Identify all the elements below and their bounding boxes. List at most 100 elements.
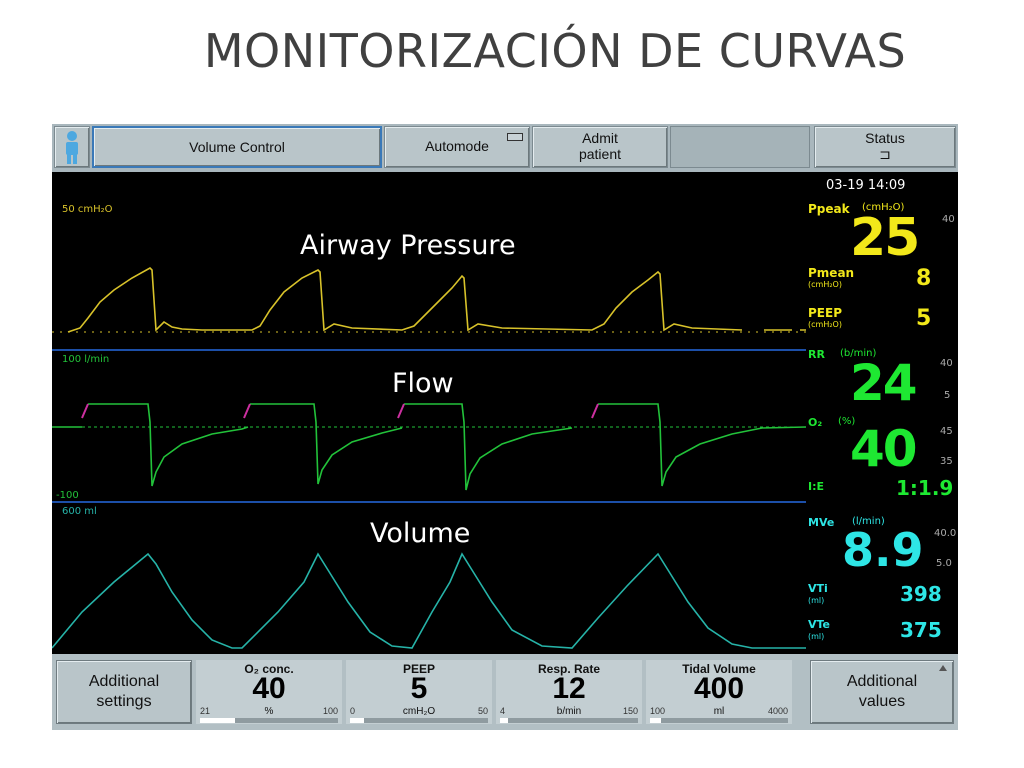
empty-toolbar-slot [670, 126, 810, 168]
pressure-scale: 50 cmH₂O [62, 204, 113, 215]
ppeak-unit: (cmH₂O) [862, 202, 905, 213]
status-icon: ⊐ [879, 146, 891, 162]
admit-patient-button[interactable]: Admit patient [532, 126, 668, 168]
automode-label: Automode [425, 138, 489, 154]
setting-level-fill [350, 718, 364, 723]
vte-value: 375 [900, 618, 942, 642]
ventilator-monitor: Volume Control Automode Admit patient St… [52, 124, 958, 730]
setting-level-fill [500, 718, 509, 723]
volume-waveform [52, 552, 806, 649]
slide-title: MONITORIZACIÓN DE CURVAS [203, 24, 907, 78]
flow-scale-bottom: -100 [56, 490, 79, 501]
flow-inspiration-markers [81, 403, 599, 419]
setting-resp-rate[interactable]: Resp. Rate 12 4 b/min 150 [496, 660, 642, 724]
setting-level-track [350, 718, 488, 723]
admit-line2: patient [578, 146, 622, 162]
setting-max: 50 [477, 706, 488, 716]
top-toolbar: Volume Control Automode Admit patient St… [52, 124, 958, 172]
setting-level-track [500, 718, 638, 723]
vte-unit: (ml) [808, 632, 825, 641]
setting-min: 100 [650, 706, 666, 716]
automode-indicator [507, 133, 523, 141]
setting-level-track [650, 718, 788, 723]
waveform-canvas [52, 267, 806, 649]
setting-unit: b/min [556, 706, 582, 717]
setting-level-track [200, 718, 338, 723]
mode-button-label: Volume Control [189, 139, 285, 155]
o2-value: 40 [850, 420, 918, 478]
setting-level-fill [650, 718, 662, 723]
o2-unit: (%) [838, 416, 856, 427]
setting-value: 400 [693, 672, 745, 705]
setting-max: 4000 [767, 706, 788, 716]
vti-label: VTi [808, 582, 828, 595]
additional-settings-label: Additional settings [88, 673, 160, 710]
additional-settings-button[interactable]: Additional settings [56, 660, 192, 724]
mve-limit-lo: 5.0 [936, 558, 952, 569]
scroll-up-icon [939, 665, 947, 671]
ie-label: I:E [808, 480, 825, 493]
o2-limit-hi: 45 [940, 426, 953, 437]
datetime: 03-19 14:09 [826, 178, 906, 193]
setting-unit: cmH₂O [402, 706, 436, 717]
setting-value: 12 [552, 672, 586, 705]
setting-unit: ml [713, 706, 725, 717]
additional-values-label: Additional values [846, 673, 918, 710]
mve-label: MVe [808, 516, 835, 529]
setting-name: Resp. Rate [537, 662, 601, 676]
mode-button[interactable]: Volume Control [92, 126, 382, 168]
mve-limit-hi: 40.0 [934, 528, 957, 539]
flow-scale-top: 100 l/min [62, 354, 110, 365]
pressure-waveform [67, 267, 806, 333]
rr-limit-lo: 5 [944, 390, 951, 401]
rr-value: 24 [850, 354, 918, 412]
volume-scale: 600 ml [62, 506, 97, 517]
setting-value: 40 [252, 672, 286, 705]
bottom-settings-bar: Additional settings O₂ conc. 40 21 % 100… [52, 654, 958, 730]
setting-min: 4 [500, 706, 506, 716]
rr-label: RR [808, 348, 825, 361]
automode-button[interactable]: Automode [384, 126, 530, 168]
flow-label: Flow [392, 368, 454, 399]
vti-unit: (ml) [808, 596, 825, 605]
pmean-label: Pmean [808, 266, 855, 280]
setting-unit: % [264, 706, 274, 717]
setting-peep[interactable]: PEEP 5 0 cmH₂O 50 [346, 660, 492, 724]
rr-unit: (b/min) [840, 348, 877, 359]
setting-tidal-volume[interactable]: Tidal Volume 400 100 ml 4000 [646, 660, 792, 724]
setting-o2-conc[interactable]: O₂ conc. 40 21 % 100 [196, 660, 342, 724]
o2-label: O₂ [808, 416, 823, 429]
setting-name: Tidal Volume [682, 662, 756, 676]
status-label: Status [865, 130, 905, 146]
additional-values-button[interactable]: Additional values [810, 660, 954, 724]
setting-min: 0 [350, 706, 356, 716]
setting-level-fill [200, 718, 235, 723]
volume-label: Volume [370, 518, 471, 549]
setting-min: 21 [200, 706, 211, 716]
status-button[interactable]: Status ⊐ [814, 126, 956, 168]
admit-line1: Admit [582, 130, 618, 146]
ppeak-limit: 40 [942, 214, 955, 225]
ppeak-label: Ppeak [808, 202, 850, 216]
ppeak-value: 25 [850, 208, 920, 268]
o2-limit-lo: 35 [940, 456, 953, 467]
setting-max: 150 [622, 706, 638, 716]
flow-waveform [52, 403, 806, 491]
setting-name: PEEP [402, 662, 435, 676]
peep-value: 5 [916, 306, 932, 331]
peep-label: PEEP [808, 306, 842, 320]
waveform-area: 50 cmH₂O Airway Pressure 100 l/min Flow … [52, 172, 806, 654]
peep-unit: (cmH₂O) [808, 320, 842, 329]
pmean-unit: (cmH₂O) [808, 280, 842, 289]
setting-value: 5 [410, 672, 428, 705]
setting-max: 100 [322, 706, 338, 716]
ie-value: 1:1.9 [896, 476, 954, 500]
setting-name: O₂ conc. [244, 662, 294, 676]
patient-icon [66, 131, 78, 164]
mve-value: 8.9 [842, 523, 924, 577]
rr-limit-hi: 40 [940, 358, 953, 369]
patient-icon-button[interactable] [54, 126, 90, 168]
pmean-value: 8 [916, 266, 932, 291]
pressure-label: Airway Pressure [300, 230, 516, 261]
vte-label: VTe [808, 618, 831, 631]
